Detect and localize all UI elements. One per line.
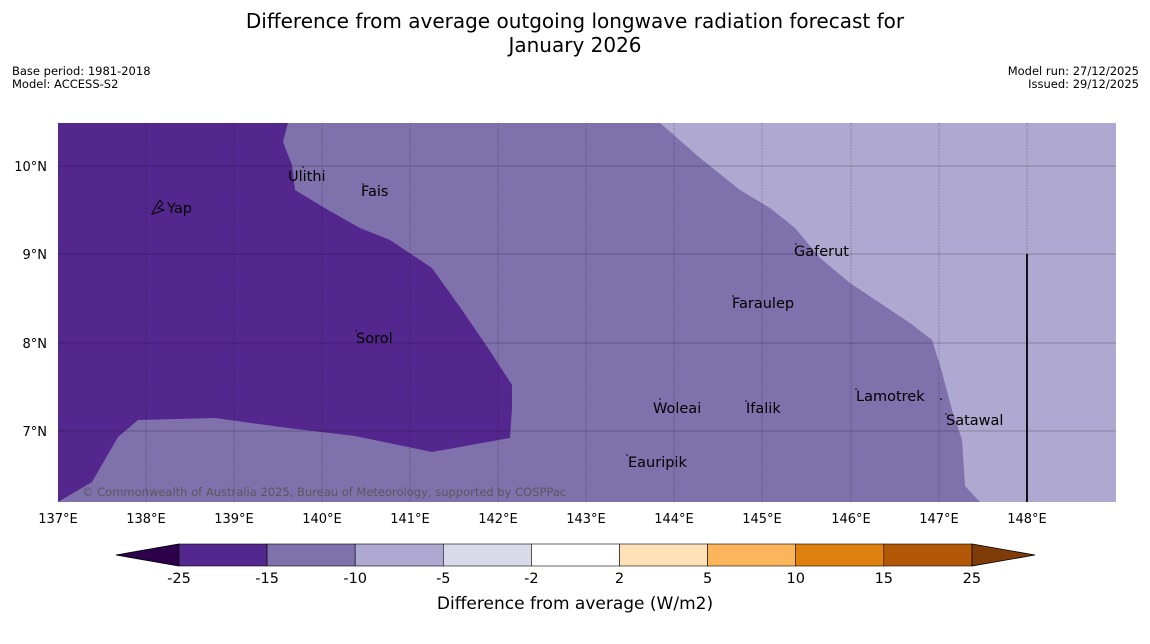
title-line-1: Difference from average outgoing longwav… — [245, 9, 905, 33]
colorbar-segment — [707, 543, 796, 567]
lon-tick: 140°E — [302, 512, 342, 527]
lon-tick: 142°E — [478, 512, 518, 527]
gaferut-dot — [795, 243, 797, 245]
lat-tick-labels: 10°N 9°N 8°N 7°N — [14, 160, 47, 440]
copyright-notice: © Commonwealth of Australia 2025, Bureau… — [82, 485, 566, 499]
lat-tick: 7°N — [23, 425, 48, 440]
place-faraulep: Faraulep — [732, 296, 794, 312]
island-markers — [302, 166, 947, 456]
satawal-dot — [945, 413, 947, 415]
lat-tick: 10°N — [14, 160, 47, 175]
lon-tick: 137°E — [38, 512, 78, 527]
place-ulithi: Ulithi — [288, 169, 326, 185]
woleai-dot — [659, 398, 661, 400]
colorbar-tick-label: 2 — [615, 571, 624, 587]
colorbar-label: Difference from average (W/m2) — [436, 594, 714, 614]
lat-tick: 9°N — [23, 248, 48, 263]
place-woleai: Woleai — [653, 401, 701, 417]
place-fais: Fais — [361, 184, 388, 200]
lon-tick: 143°E — [566, 512, 606, 527]
lamotrek-east-dot — [940, 398, 942, 400]
parallels — [58, 165, 1116, 432]
colorbar-tick-label: 25 — [963, 571, 981, 587]
colorbar-segment — [883, 543, 973, 567]
place-ifalik: Ifalik — [746, 401, 781, 417]
lon-tick: 144°E — [654, 512, 694, 527]
lon-tick: 145°E — [742, 512, 782, 527]
colorbar-ticks: -25 -15 -10 -5 -2 2 5 10 15 25 — [167, 571, 981, 587]
lamotrek-dot — [855, 388, 857, 390]
colorbar-tick-label: -25 — [167, 571, 191, 587]
place-lamotrek: Lamotrek — [856, 389, 925, 405]
lon-tick: 148°E — [1007, 512, 1047, 527]
colorbar-tick-label: 15 — [875, 571, 893, 587]
model-run: Model run: 27/12/2025 — [1007, 64, 1139, 78]
ulithi-dot — [302, 166, 304, 168]
map-panel: Yap Ulithi Fais Gaferut Faraulep Sorol W… — [58, 123, 1116, 502]
place-gaferut: Gaferut — [794, 244, 849, 260]
run-info: Model run: 27/12/2025 Issued: 29/12/2025 — [1008, 65, 1139, 91]
colorbar-high-extend — [971, 543, 1036, 567]
lat-tick: 8°N — [23, 337, 48, 352]
colorbar-tick-label: 10 — [786, 571, 804, 587]
colorbar-segment — [442, 543, 532, 567]
place-yap: Yap — [166, 201, 192, 217]
title-line-2: January 2026 — [508, 33, 642, 57]
colorbar-segments — [178, 543, 973, 567]
colorbar-segment — [531, 543, 620, 567]
dark-region — [58, 123, 512, 502]
colorbar-tick-label: 5 — [703, 571, 712, 587]
lon-tick: 138°E — [126, 512, 166, 527]
lon-tick: 147°E — [919, 512, 959, 527]
colorbar-segment — [354, 543, 444, 567]
colorbar-segment — [795, 543, 885, 567]
place-sorol: Sorol — [356, 331, 393, 347]
eauripik-dot — [626, 454, 628, 456]
lon-tick-labels: 137°E 138°E 139°E 140°E 141°E 142°E 143°… — [38, 512, 1047, 527]
place-satawal: Satawal — [946, 413, 1003, 429]
issued-date: Issued: 29/12/2025 — [1028, 77, 1139, 91]
faraulep-dot — [732, 295, 734, 297]
colorbar-tick-label: -5 — [436, 571, 450, 587]
fais-dot — [362, 183, 364, 185]
colorbar: -25 -15 -10 -5 -2 2 5 10 15 25 — [115, 543, 1036, 587]
lon-tick: 141°E — [390, 512, 430, 527]
colorbar-tick-label: -10 — [343, 571, 367, 587]
place-eauripik: Eauripik — [628, 455, 687, 471]
place-labels: Yap Ulithi Fais Gaferut Faraulep Sorol W… — [166, 169, 1003, 471]
yap-island — [151, 199, 166, 215]
ifalik-dot — [745, 400, 747, 402]
base-period: Base period: 1981-2018 — [12, 64, 151, 78]
colorbar-segment — [619, 543, 708, 567]
colorbar-segment — [178, 543, 268, 567]
colorbar-segment — [266, 543, 356, 567]
lon-tick: 146°E — [831, 512, 871, 527]
colorbar-tick-label: -15 — [255, 571, 279, 587]
map-title: Difference from average outgoing longwav… — [0, 9, 1150, 57]
model-name: Model: ACCESS-S2 — [12, 77, 119, 91]
sorol-dot — [355, 330, 357, 332]
lon-tick: 139°E — [214, 512, 254, 527]
colorbar-low-extend — [115, 543, 180, 567]
base-info: Base period: 1981-2018 Model: ACCESS-S2 — [12, 65, 151, 91]
gridlines — [145, 123, 1028, 502]
colorbar-tick-label: -2 — [524, 571, 538, 587]
